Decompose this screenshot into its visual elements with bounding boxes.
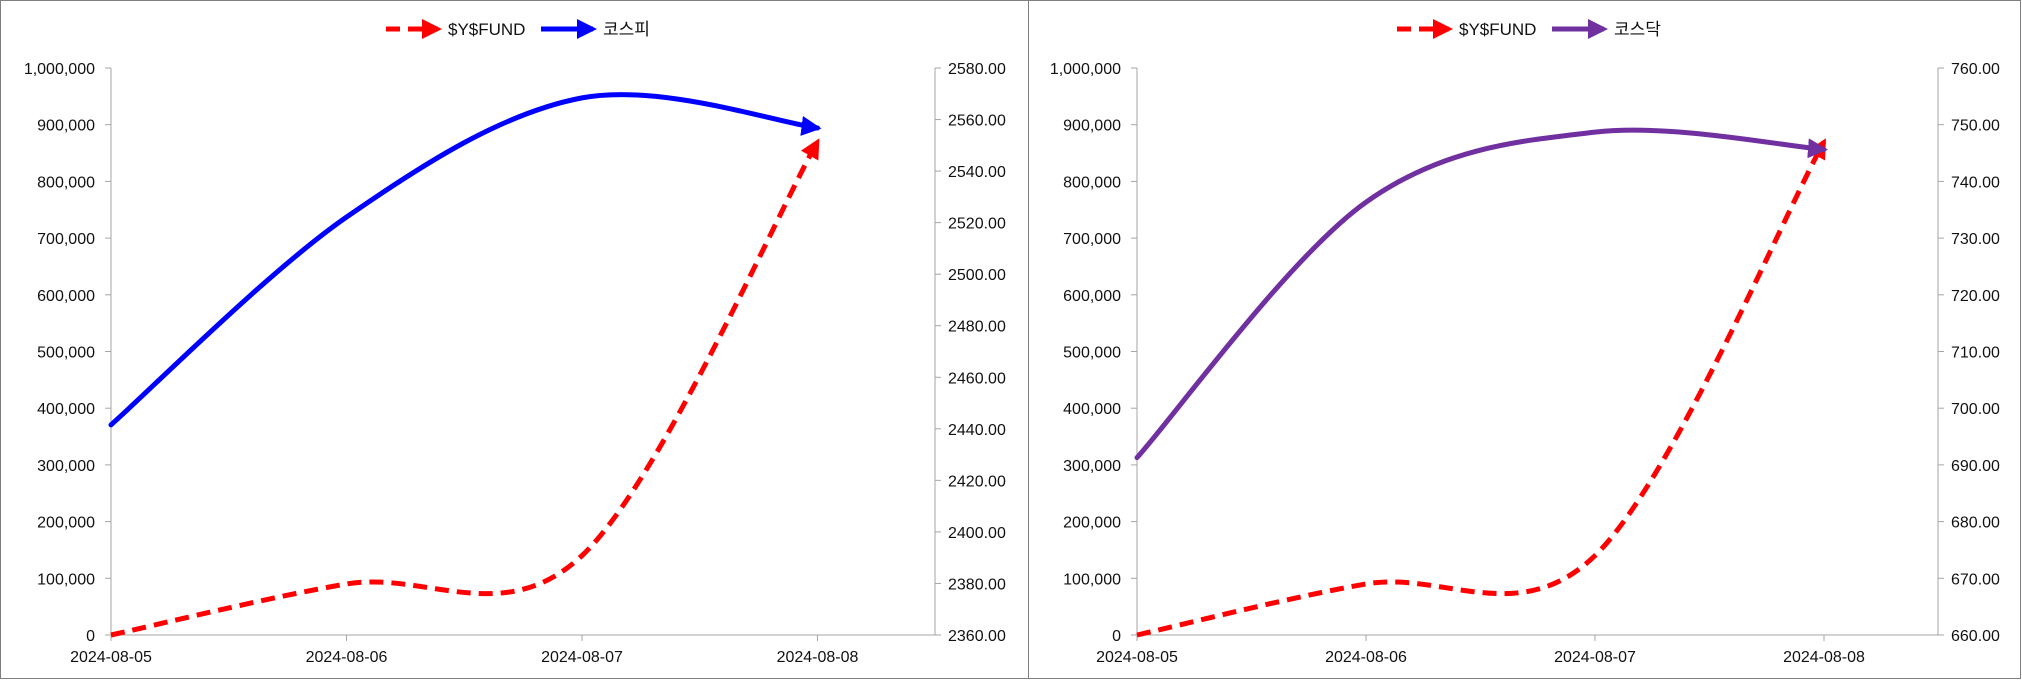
y-left-tick-label: 100,000	[1063, 571, 1121, 588]
series-line-index	[108, 92, 822, 428]
legend-item: $Y$FUND	[386, 19, 525, 39]
y-right-tick-label: 2400.00	[948, 525, 1006, 542]
y-right-tick-label: 2500.00	[948, 267, 1006, 284]
y-right-tick-label: 670.00	[1951, 571, 2000, 588]
x-tick-label: 2024-08-07	[541, 649, 623, 666]
legend-item: 코스피	[541, 19, 650, 39]
series-line-fund	[1136, 138, 1827, 638]
y-left-tick-label: 400,000	[37, 401, 95, 418]
y-right-tick-label: 2560.00	[948, 113, 1006, 130]
x-tick-label: 2024-08-05	[70, 649, 152, 666]
y-left-tick-label: 600,000	[37, 288, 95, 305]
y-left-tick-label: 1,000,000	[24, 61, 95, 78]
x-tick-label: 2024-08-06	[306, 649, 388, 666]
y-left-tick-label: 900,000	[1063, 118, 1121, 135]
y-left-tick-label: 700,000	[37, 231, 95, 248]
y-left-tick-label: 800,000	[37, 174, 95, 191]
series-line-index	[1134, 127, 1828, 461]
y-left-tick-label: 900,000	[37, 118, 95, 135]
y-left-tick-label: 800,000	[1063, 174, 1121, 191]
y-right-tick-label: 740.00	[1951, 174, 2000, 191]
chart-kosdaq: 0 100,000 200,000 300,000 400,000 500,000 600,…	[1050, 19, 2000, 666]
y-left-tick-label: 100,000	[37, 571, 95, 588]
y-right-tick-label: 2420.00	[948, 473, 1006, 490]
y-right-tick-label: 2580.00	[948, 61, 1006, 78]
y-left-tick-label: 600,000	[1063, 288, 1121, 305]
y-left-tick-label: 300,000	[1063, 458, 1121, 475]
chart-panel-kospi: 0 100,000 200,000 300,000 400,000 500,000 600,…	[0, 0, 1029, 679]
legend-label: $Y$FUND	[448, 20, 525, 39]
y-right-tick-label: 760.00	[1951, 61, 2000, 78]
x-tick-label: 2024-08-06	[1325, 649, 1407, 666]
y-left-tick-label: 200,000	[37, 515, 95, 532]
y-right-tick-label: 2540.00	[948, 164, 1006, 181]
chart-panel-kosdaq: 0 100,000 200,000 300,000 400,000 500,000 600,…	[1028, 0, 2021, 679]
y-left-tick-label: 400,000	[1063, 401, 1121, 418]
y-right-tick-label: 2440.00	[948, 422, 1006, 439]
y-right-tick-label: 660.00	[1951, 628, 2000, 645]
legend-item: $Y$FUND	[1397, 19, 1536, 39]
y-right-tick-label: 700.00	[1951, 401, 2000, 418]
x-tick-label: 2024-08-08	[777, 649, 859, 666]
y-right-tick-label: 690.00	[1951, 458, 2000, 475]
y-right-tick-label: 2380.00	[948, 576, 1006, 593]
legend-item: 코스닥	[1552, 19, 1661, 39]
y-left-tick-label: 200,000	[1063, 515, 1121, 532]
y-right-tick-label: 2360.00	[948, 628, 1006, 645]
series-line-fund	[110, 138, 820, 638]
y-right-tick-label: 2520.00	[948, 216, 1006, 233]
legend-label: 코스닥	[1614, 20, 1661, 39]
y-right-tick-label: 710.00	[1951, 345, 2000, 362]
y-left-tick-label: 0	[1112, 628, 1121, 645]
y-right-tick-label: 2480.00	[948, 319, 1006, 336]
y-left-tick-label: 300,000	[37, 458, 95, 475]
x-tick-label: 2024-08-08	[1783, 649, 1865, 666]
y-left-tick-label: 0	[86, 628, 95, 645]
y-left-tick-label: 500,000	[37, 345, 95, 362]
legend-label: 코스피	[603, 20, 650, 39]
x-tick-label: 2024-08-05	[1096, 649, 1178, 666]
legend-label: $Y$FUND	[1459, 20, 1536, 39]
chart-kospi: 0 100,000 200,000 300,000 400,000 500,000 600,…	[24, 19, 1006, 666]
y-left-tick-label: 1,000,000	[1050, 61, 1121, 78]
y-right-tick-label: 750.00	[1951, 118, 2000, 135]
y-left-tick-label: 500,000	[1063, 345, 1121, 362]
y-right-tick-label: 2460.00	[948, 370, 1006, 387]
y-right-tick-label: 720.00	[1951, 288, 2000, 305]
y-right-tick-label: 730.00	[1951, 231, 2000, 248]
y-right-tick-label: 680.00	[1951, 515, 2000, 532]
y-left-tick-label: 700,000	[1063, 231, 1121, 248]
x-tick-label: 2024-08-07	[1554, 649, 1636, 666]
